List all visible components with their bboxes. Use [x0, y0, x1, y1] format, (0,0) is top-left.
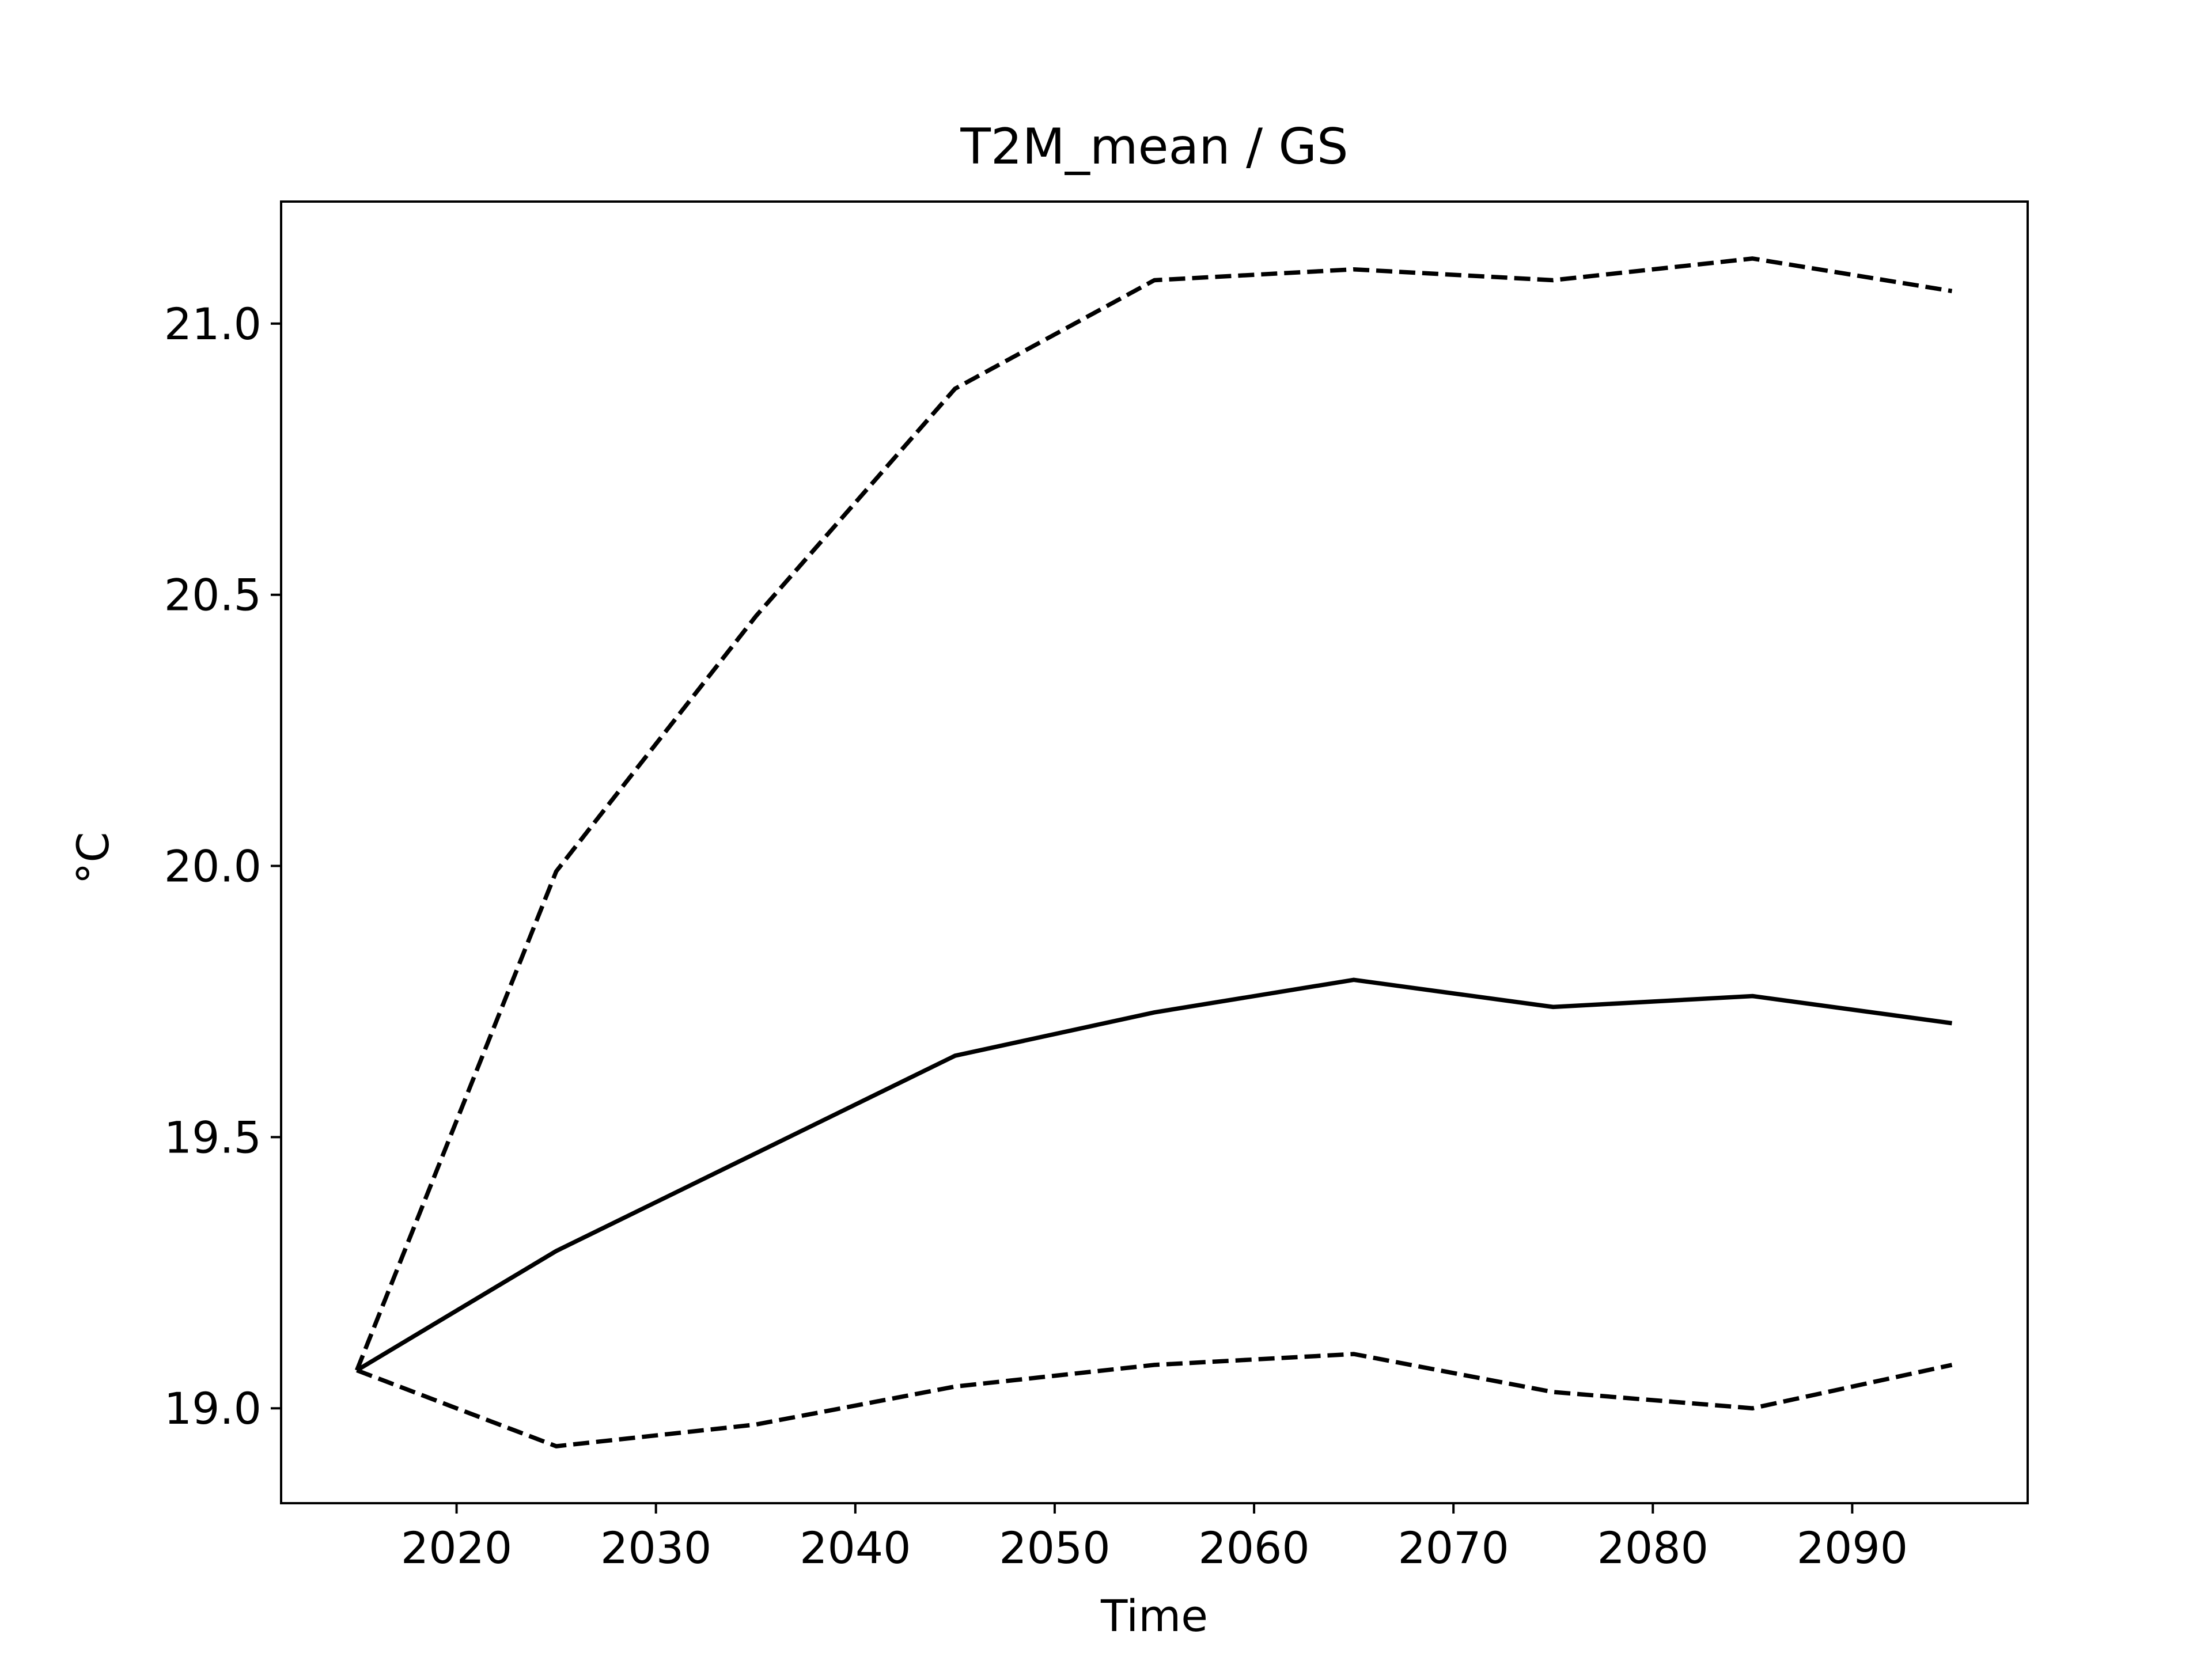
- y-tick-label: 19.5: [164, 1112, 262, 1163]
- x-tick-label: 2060: [1198, 1522, 1309, 1573]
- y-tick-label: 21.0: [164, 298, 262, 350]
- x-axis-label: Time: [1100, 1590, 1208, 1641]
- x-tick-label: 2080: [1597, 1522, 1709, 1573]
- series-line-1: [355, 256, 1953, 1371]
- x-tick-label: 2020: [401, 1522, 512, 1573]
- series-line-3: [356, 1352, 1953, 1448]
- x-tick-label: 2070: [1397, 1522, 1509, 1573]
- x-tick-label: 2090: [1797, 1522, 1908, 1573]
- y-tick-label: 19.0: [164, 1383, 262, 1434]
- x-tick-label: 2030: [600, 1522, 711, 1573]
- series-line-2: [355, 977, 1953, 1372]
- plot-frame: [280, 200, 2029, 1504]
- y-tick-label: 20.0: [164, 841, 262, 892]
- y-tick-label: 20.5: [164, 570, 262, 621]
- plot-area: 2020 2030 2040 2050 2060 2070 2080 2090 19.0 19.5…: [164, 200, 2029, 1573]
- y-axis-label: °C: [67, 832, 119, 884]
- chart-title: T2M_mean / GS: [960, 118, 1348, 176]
- x-tick-label: 2050: [999, 1522, 1110, 1573]
- x-tick-label: 2040: [800, 1522, 911, 1573]
